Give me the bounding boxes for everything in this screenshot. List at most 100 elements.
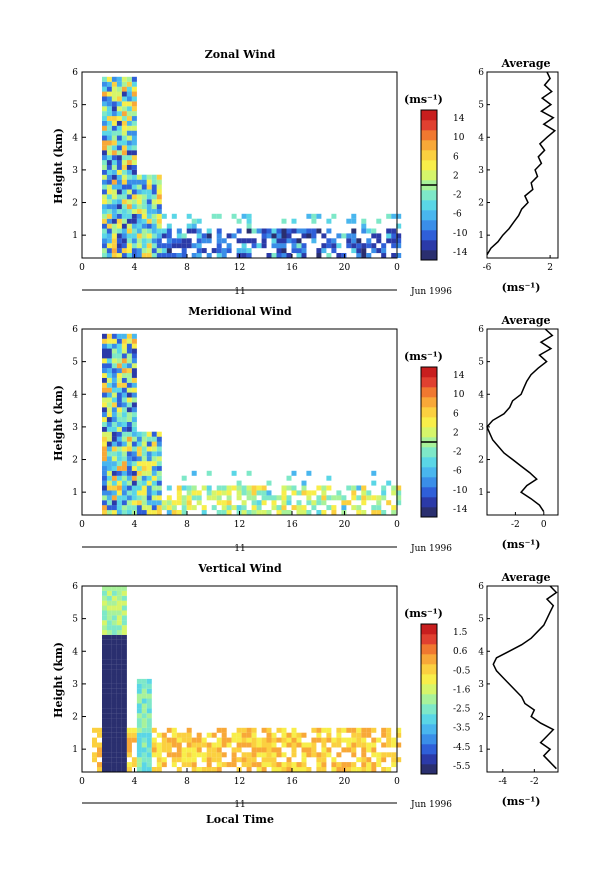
heatmap-cell	[111, 368, 117, 374]
heatmap-cell	[196, 253, 202, 258]
heatmap-cell	[281, 762, 287, 768]
y-tick-label: 1	[72, 488, 78, 498]
colorbar-segment	[421, 724, 437, 735]
average-y-tick-label: 6	[478, 325, 484, 335]
colorbar-tick-label: 14	[453, 114, 465, 124]
heatmap-cell	[106, 747, 112, 753]
heatmap-cell	[121, 135, 127, 141]
heatmap-cell	[111, 767, 117, 772]
heatmap-cell	[92, 752, 97, 758]
heatmap-cell	[146, 218, 152, 224]
heatmap-cell	[226, 510, 232, 515]
heatmap-cell	[126, 475, 132, 481]
heatmap-cell	[301, 747, 307, 753]
heatmap-cell	[146, 693, 152, 699]
heatmap-cell	[146, 208, 152, 214]
heatmap-cell	[151, 752, 157, 758]
heatmap-cell	[236, 742, 242, 748]
heatmap-cell	[206, 732, 212, 738]
heatmap-cells	[102, 76, 402, 258]
heatmap-cell	[271, 752, 277, 758]
heatmap-cell	[251, 228, 257, 234]
heatmap-cell	[171, 213, 177, 219]
average-line	[486, 71, 557, 256]
heatmap-cell	[116, 615, 122, 621]
heatmap-cell	[146, 683, 152, 689]
heatmap-cell	[286, 228, 292, 234]
heatmap-cell	[261, 238, 267, 244]
heatmap-cell	[126, 465, 132, 471]
heatmap-cell	[126, 421, 132, 427]
heatmap-cell	[116, 368, 122, 374]
heatmap-cell	[311, 727, 317, 733]
heatmap-cell	[366, 238, 372, 244]
heatmap-cell	[206, 742, 212, 748]
heatmap-cell	[116, 505, 122, 511]
heatmap-cell	[291, 752, 297, 758]
heatmap-cell	[102, 698, 107, 704]
heatmap-cell	[306, 752, 312, 758]
heatmap-cell	[106, 654, 112, 660]
heatmap-cell	[321, 243, 327, 249]
heatmap-cell	[171, 732, 177, 738]
heatmap-cell	[116, 669, 122, 675]
heatmap-cell	[131, 213, 137, 219]
heatmap-cell	[97, 742, 102, 748]
heatmap-cell	[156, 757, 162, 763]
heatmap-cell	[111, 189, 117, 195]
heatmap-cell	[121, 757, 127, 763]
heatmap-cell	[102, 436, 107, 442]
heatmap-cell	[102, 718, 107, 724]
heatmap-cell	[102, 767, 107, 772]
heatmap-cell	[106, 480, 112, 486]
heatmap-cell	[121, 169, 127, 175]
heatmap-cell	[296, 248, 302, 254]
heatmap-cell	[102, 343, 107, 349]
heatmap-cell	[131, 81, 137, 87]
heatmap-cell	[102, 189, 107, 195]
heatmap-cell	[126, 164, 132, 170]
heatmap-cell	[271, 495, 277, 501]
heatmap-cell	[171, 762, 177, 768]
heatmap-cell	[231, 737, 237, 743]
heatmap-cell	[102, 387, 107, 393]
heatmap-cell	[136, 451, 142, 457]
heatmap-cell	[216, 248, 222, 254]
heatmap-cell	[116, 595, 122, 601]
heatmap-cell	[156, 179, 162, 185]
heatmap-cell	[371, 470, 377, 476]
heatmap-cell	[241, 253, 247, 258]
heatmap-cell	[116, 130, 122, 136]
heatmap-cell	[116, 338, 122, 344]
heatmap-cell	[111, 446, 117, 452]
heatmap-cell	[281, 248, 287, 254]
heatmap-cell	[141, 204, 147, 210]
heatmap-cell	[116, 194, 122, 200]
heatmap-cell	[386, 732, 392, 738]
heatmap-cell	[366, 228, 372, 234]
heatmap-cell	[396, 213, 402, 219]
heatmap-cell	[126, 208, 132, 214]
heatmap-cell	[216, 747, 222, 753]
heatmap-cell	[102, 184, 107, 190]
colorbar-tick-label: -2.5	[453, 705, 471, 715]
heatmap-cell	[361, 490, 367, 496]
heatmap-cell	[106, 253, 112, 258]
heatmap-cell	[366, 243, 372, 249]
average-frame	[486, 585, 559, 773]
average-xlabel: (ms⁻¹)	[502, 281, 541, 294]
heatmap-cell	[161, 757, 167, 763]
heatmap-cell	[231, 752, 237, 758]
heatmap-cell	[102, 164, 107, 170]
heatmap-cell	[102, 338, 107, 344]
heatmap-cell	[106, 605, 112, 611]
heatmap-cell	[116, 86, 122, 92]
heatmap-cell	[106, 160, 112, 165]
heatmap-cell	[131, 485, 137, 491]
heatmap-cell	[166, 727, 172, 733]
heatmap-cell	[121, 629, 127, 635]
heatmap-cell	[131, 174, 137, 180]
heatmap-cell	[102, 194, 107, 200]
heatmap-cell	[341, 737, 347, 743]
heatmap-cell	[102, 688, 107, 694]
